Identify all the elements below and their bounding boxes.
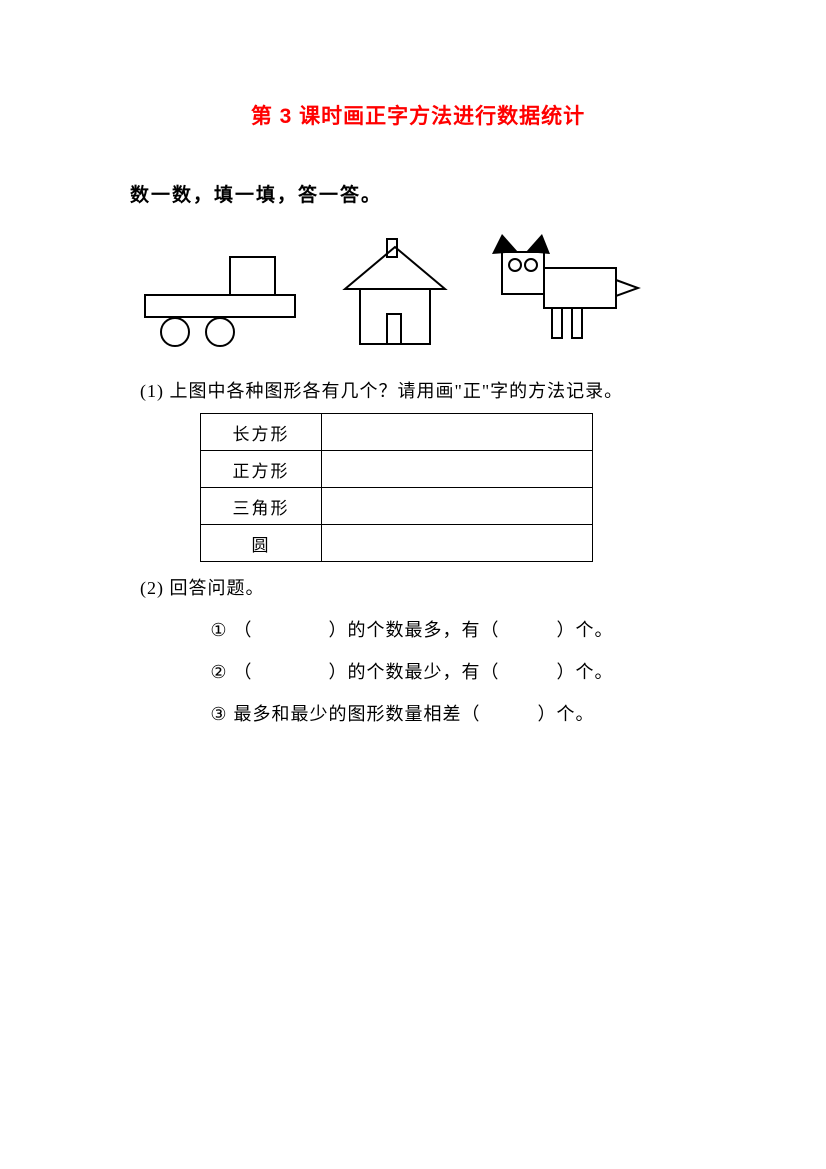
subquestion-3: ③ 最多和最少的图形数量相差（ ）个。 — [210, 700, 706, 726]
subquestion-text: （ ）的个数最多，有（ ）个。 — [234, 620, 614, 640]
question-2-prompt: (2) 回答问题。 — [140, 574, 706, 600]
subquestion-text: （ ）的个数最少，有（ ）个。 — [234, 662, 614, 682]
row-label-circle: 圆 — [201, 525, 322, 562]
circled-number-icon: ② — [210, 662, 228, 683]
tally-table: 长方形 正方形 三角形 圆 — [200, 413, 593, 562]
row-blank — [322, 488, 593, 525]
question-1-prompt: (1) 上图中各种图形各有几个？请用画"正"字的方法记录。 — [140, 377, 706, 403]
table-row: 三角形 — [201, 488, 593, 525]
figure-animal — [490, 232, 650, 352]
figures-row — [140, 232, 706, 352]
table-row: 正方形 — [201, 451, 593, 488]
row-blank — [322, 414, 593, 451]
circled-number-icon: ① — [210, 620, 228, 641]
table-row: 圆 — [201, 525, 593, 562]
row-blank — [322, 525, 593, 562]
circled-number-icon: ③ — [210, 704, 228, 725]
subquestion-1: ① （ ）的个数最多，有（ ）个。 — [210, 616, 706, 642]
figure-house — [335, 237, 455, 352]
page-title: 第 3 课时画正字方法进行数据统计 — [130, 100, 706, 130]
instructions-text: 数一数，填一填，答一答。 — [130, 180, 706, 207]
row-label-triangle: 三角形 — [201, 488, 322, 525]
table-row: 长方形 — [201, 414, 593, 451]
figure-truck — [140, 252, 300, 352]
row-blank — [322, 451, 593, 488]
subquestion-2: ② （ ）的个数最少，有（ ）个。 — [210, 658, 706, 684]
row-label-rectangle: 长方形 — [201, 414, 322, 451]
subquestion-text: 最多和最少的图形数量相差（ ）个。 — [234, 704, 595, 724]
row-label-square: 正方形 — [201, 451, 322, 488]
